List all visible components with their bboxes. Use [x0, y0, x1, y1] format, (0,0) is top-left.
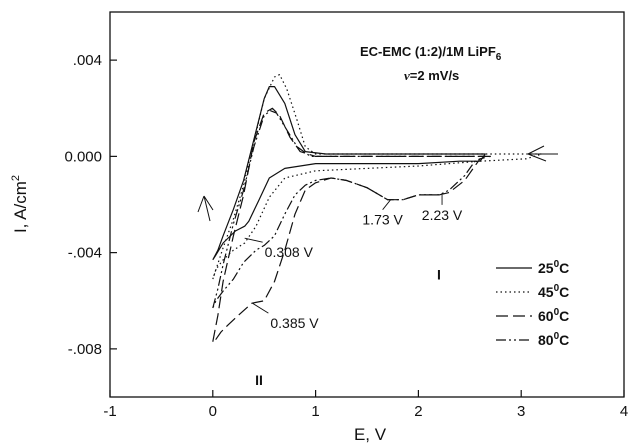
annotation-label: 0.385 V: [270, 315, 319, 331]
annotation-label: I: [437, 266, 441, 282]
y-tick-label: .004: [73, 52, 102, 69]
y-tick-label: 0.000: [64, 148, 102, 165]
legend-label: 450C: [538, 283, 569, 300]
condition-electrolyte: EC-EMC (1:2)/1M LiPF6: [360, 44, 502, 63]
sweep-arrow-left-icon: [527, 145, 558, 162]
legend-label: 600C: [538, 307, 569, 324]
plot-frame: [109, 11, 625, 398]
x-tick-label: 1: [311, 403, 319, 420]
annotation-label: 2.23 V: [422, 207, 463, 223]
annotation-leader: [382, 199, 391, 210]
annotation-label: II: [255, 372, 263, 388]
y-axis-label: I, A/cm2: [10, 175, 30, 233]
y-tick-label: -.008: [68, 341, 102, 358]
x-tick-label: 2: [414, 403, 422, 420]
series-line-4: [212, 110, 486, 309]
y-axis-ticks: .004 0.000 -.004 -.008: [64, 52, 117, 358]
x-axis-ticks: -1 0 1 2 3 4: [103, 390, 628, 420]
condition-scan-rate: ν=2 mV/s: [404, 68, 459, 83]
y-tick-label: -.004: [68, 245, 102, 262]
series-line-1: [212, 86, 486, 261]
sweep-arrow-up-icon: [197, 195, 214, 222]
legend-label: 800C: [538, 331, 569, 348]
x-tick-label: 3: [517, 403, 525, 420]
series-group: [212, 74, 543, 343]
annotation-label: 1.73 V: [362, 212, 403, 228]
legend: 250C 450C 600C 800C: [496, 259, 569, 348]
annotation-label: 0.308 V: [265, 244, 314, 260]
x-tick-label: -1: [103, 403, 116, 420]
x-tick-label: 4: [620, 403, 628, 420]
annotation-leader: [252, 302, 269, 314]
series-line-2: [212, 74, 543, 280]
annotation-leader: [244, 237, 263, 243]
legend-label: 250C: [538, 259, 569, 276]
x-tick-label: 0: [209, 403, 217, 420]
x-axis-label: E, V: [354, 425, 387, 444]
series-line-3: [212, 107, 491, 343]
